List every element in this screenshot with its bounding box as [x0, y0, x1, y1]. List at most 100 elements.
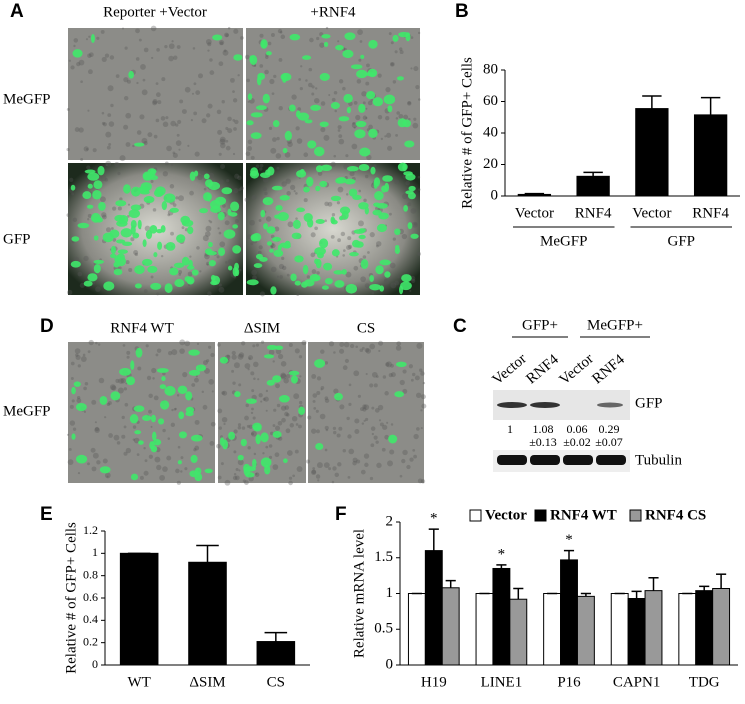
cell-texture [225, 261, 228, 264]
cell-texture [255, 472, 258, 475]
cell-texture [238, 268, 242, 272]
x-tick-label: CAPN1 [613, 674, 661, 690]
cell-texture [157, 100, 162, 105]
cell-texture [225, 145, 231, 151]
cell-texture [262, 176, 269, 183]
cell-texture [133, 250, 139, 255]
cell-texture [178, 195, 184, 202]
gfp-cell [232, 224, 238, 229]
cell-texture [247, 368, 250, 371]
cell-texture [395, 133, 399, 137]
cell-texture [233, 450, 237, 454]
cell-texture [388, 373, 393, 378]
y-tick-label: 40 [483, 124, 498, 140]
cell-texture [288, 480, 293, 486]
cell-texture [390, 41, 394, 45]
cell-texture [371, 371, 378, 378]
gfp-cell [185, 406, 195, 414]
cell-texture [105, 160, 112, 167]
cell-texture [352, 121, 355, 125]
cell-texture [251, 430, 257, 437]
group-label: GFP [667, 233, 695, 249]
cell-texture [95, 286, 101, 292]
cell-texture [150, 179, 154, 184]
cell-texture [201, 118, 207, 124]
gfp-cell [388, 434, 398, 444]
gfp-cell [302, 264, 309, 275]
cell-texture [176, 133, 180, 137]
cell-texture [88, 35, 91, 38]
cell-texture [141, 137, 148, 144]
gfp-cell [267, 166, 275, 176]
cell-texture [143, 447, 146, 450]
cell-texture [410, 208, 417, 214]
gfp-cell [141, 258, 153, 266]
cell-texture [377, 73, 382, 78]
cell-texture [107, 401, 112, 405]
cell-texture [337, 238, 341, 243]
cell-texture [280, 373, 287, 380]
cell-texture [217, 475, 222, 480]
cell-texture [251, 389, 255, 393]
cell-texture [345, 193, 349, 196]
gfp-cell [284, 130, 292, 141]
gfp-cell [335, 177, 344, 184]
cell-texture [165, 116, 169, 120]
cell-texture [303, 152, 309, 158]
cell-texture [259, 291, 266, 297]
cell-texture [363, 453, 370, 459]
cell-texture [362, 255, 367, 259]
bar [635, 108, 669, 197]
cell-texture [102, 122, 107, 127]
cell-texture [87, 53, 92, 58]
cell-texture [390, 363, 394, 368]
cell-texture [230, 77, 235, 83]
gfp-cell [397, 118, 407, 128]
cell-texture [278, 58, 283, 62]
cell-texture [274, 226, 280, 232]
cell-texture [196, 342, 200, 346]
cell-texture [175, 140, 182, 146]
cell-texture [276, 275, 280, 278]
cell-texture [175, 196, 179, 200]
gfp-cell [288, 104, 296, 112]
cell-texture [222, 49, 229, 56]
cell-texture [252, 344, 256, 348]
cell-texture [120, 377, 126, 384]
gfp-cell [358, 164, 370, 171]
cell-texture [353, 126, 356, 129]
cell-texture [127, 215, 130, 218]
cell-texture [241, 426, 246, 430]
gfp-cell [228, 431, 236, 440]
gfp-cell [246, 120, 254, 126]
y-tick-label: 0 [491, 187, 499, 203]
cell-texture [142, 78, 146, 82]
cell-texture [376, 241, 382, 247]
cell-texture [310, 232, 316, 238]
cell-texture [224, 479, 231, 486]
gfp-cell [149, 224, 158, 234]
cell-texture [277, 420, 283, 426]
cell-texture [200, 170, 205, 176]
micrograph [246, 28, 420, 160]
cell-texture [206, 263, 209, 266]
band [530, 402, 560, 408]
cell-texture [265, 389, 269, 393]
quantification: ±0.02 [563, 435, 591, 449]
cell-texture [265, 445, 269, 449]
cell-texture [232, 90, 235, 94]
cell-texture [77, 364, 81, 368]
cell-texture [68, 447, 72, 451]
gfp-cell [208, 259, 216, 267]
cell-texture [280, 372, 287, 379]
bar [695, 590, 714, 666]
cell-texture [238, 469, 241, 472]
cell-texture [417, 252, 422, 256]
cell-texture [356, 79, 362, 84]
gfp-cell [372, 97, 384, 107]
cell-texture [148, 393, 153, 399]
gfp-cell [161, 376, 166, 382]
cell-texture [182, 372, 188, 378]
gfp-cell [319, 180, 328, 188]
cell-texture [72, 217, 78, 223]
